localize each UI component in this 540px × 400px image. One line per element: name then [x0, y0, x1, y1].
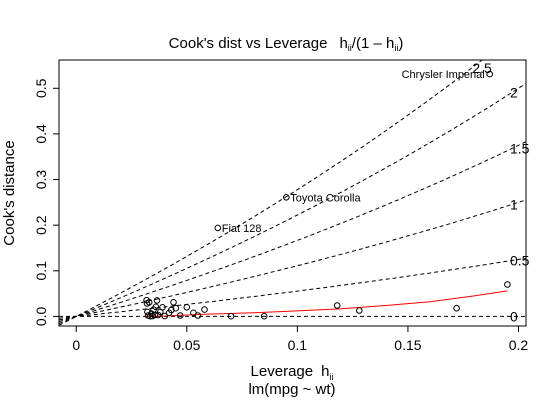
point-labels: Chrysler Imperial Toyota Corolla Fiat 128: [222, 69, 485, 235]
data-points: [143, 70, 511, 320]
point-label-1: Toyota Corolla: [290, 192, 361, 204]
y-tick-label-0: 0.0: [33, 306, 49, 326]
data-point-21: [183, 304, 191, 311]
x-tick-label-3: 0.15: [394, 337, 421, 353]
data-point-18: [170, 299, 177, 306]
data-point-24: [201, 306, 208, 313]
x-tick-label-4: 0.2: [509, 337, 529, 353]
smooth-line: [146, 290, 508, 317]
data-point-19: [172, 304, 180, 312]
contour-label-5: 2.5: [472, 60, 492, 76]
smooth-line-layer: [146, 290, 508, 317]
data-point-10: [152, 303, 160, 311]
data-point-30: [504, 281, 511, 288]
x-tick-label-0: 0: [72, 337, 80, 353]
data-point-4: [145, 299, 153, 306]
data-point-20: [176, 312, 184, 319]
y-tick-label-3: 0.3: [33, 170, 49, 190]
contour-label-2: 1: [510, 196, 518, 212]
point-label-0: Chrysler Imperial: [402, 69, 485, 81]
data-point-14: [159, 304, 166, 311]
y-tick-label-2: 0.2: [33, 215, 49, 235]
contour-label-1: 0.5: [510, 252, 530, 268]
data-point-29: [453, 304, 460, 312]
data-point-27: [333, 302, 341, 309]
chart-title: Cook's dist vs Leverage hii/(1 – hii): [169, 35, 404, 53]
x-axis-label: Leverage hii: [251, 363, 334, 382]
contour-line-1: [59, 257, 526, 319]
data-point-11: [153, 297, 161, 304]
contour-label-4: 2: [510, 85, 518, 101]
labeled-point-2: [214, 224, 222, 232]
contour-label-0: 0: [510, 308, 518, 324]
y-tick-label-5: 0.5: [33, 78, 49, 98]
y-axis-label: Cook's distance: [1, 140, 18, 245]
y-axis: 0.0 0.1 0.2 0.3 0.4 0.5: [33, 78, 60, 326]
data-point-23: [194, 312, 202, 319]
data-point-26: [260, 312, 268, 320]
labeled-point-1: [283, 194, 290, 201]
x-tick-label-1: 0.05: [173, 337, 200, 353]
data-point-28: [356, 307, 363, 314]
y-tick-label-4: 0.4: [33, 124, 49, 144]
contour-line-5: [59, 60, 483, 326]
contour-label-3: 1.5: [510, 141, 530, 157]
data-point-9: [151, 311, 158, 319]
contour-line-3: [59, 141, 526, 323]
labeled-point-0: [486, 70, 494, 78]
x-axis: 0 0.05 0.1 0.15 0.2: [72, 325, 529, 353]
cooks-contours: [59, 60, 526, 326]
chart-subtitle: lm(mpg ~ wt): [248, 381, 335, 398]
point-label-2: Fiat 128: [222, 223, 262, 235]
contour-line-2: [59, 199, 526, 321]
x-tick-label-2: 0.1: [288, 337, 308, 353]
contour-line-4: [59, 82, 526, 324]
y-tick-label-1: 0.1: [33, 261, 49, 281]
contour-labels: 0 0.5 1 1.5 2 2.5: [472, 60, 529, 324]
data-point-25: [227, 312, 235, 320]
data-point-15: [161, 312, 168, 320]
